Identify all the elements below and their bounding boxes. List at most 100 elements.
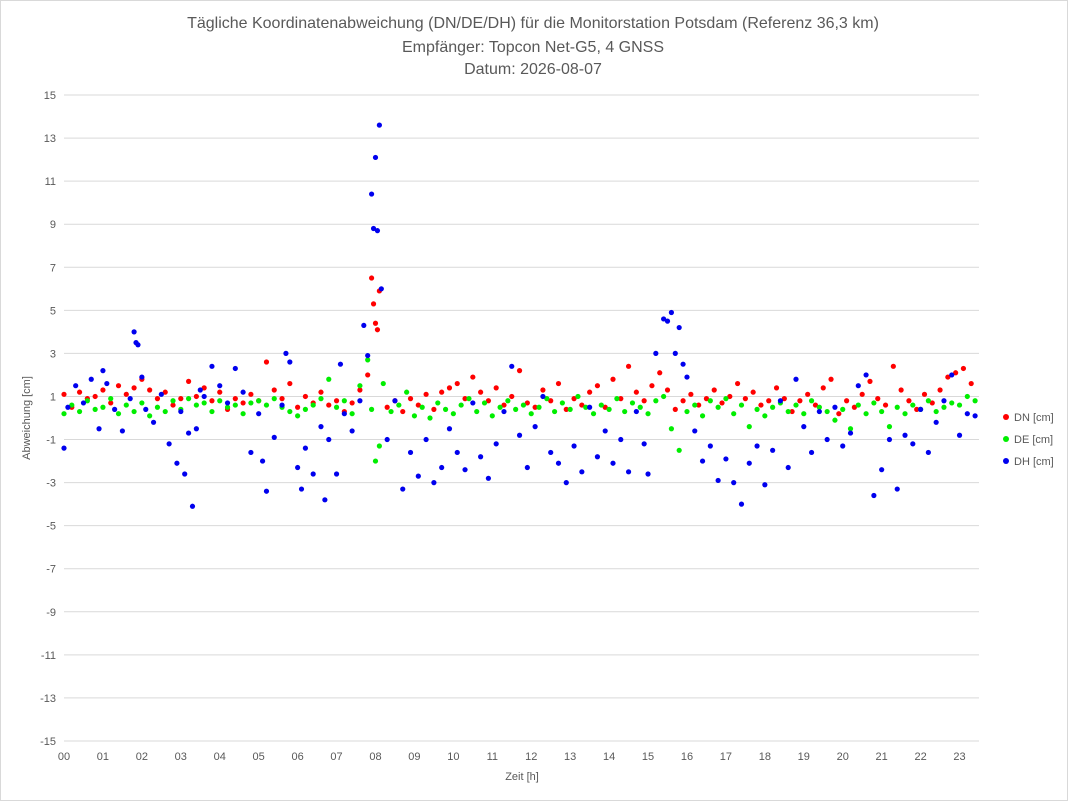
data-point-dh [625, 469, 632, 475]
data-point-de [513, 406, 519, 412]
data-point-dh [738, 501, 745, 507]
data-point-dn [540, 387, 546, 393]
data-point-de [61, 411, 67, 417]
data-point-dh [326, 436, 332, 443]
data-point-de [69, 402, 75, 408]
data-point-dn [882, 402, 889, 408]
data-point-de [575, 393, 581, 400]
data-point-dn [384, 404, 390, 410]
data-point-dh [808, 449, 815, 456]
data-point-de [801, 411, 807, 417]
data-point-de [840, 406, 846, 412]
x-tick-label: 03 [175, 751, 187, 763]
data-point-de [442, 406, 449, 412]
data-point-de [544, 396, 550, 402]
data-point-dn [439, 389, 445, 395]
data-point-de [76, 408, 83, 415]
data-point-dn [372, 320, 379, 326]
data-point-dn [368, 275, 375, 281]
data-point-dn [76, 389, 83, 395]
data-point-de [731, 411, 737, 417]
y-tick-label: -13 [40, 693, 56, 705]
data-point-dh [925, 449, 931, 456]
data-point-de [256, 398, 262, 404]
data-point-de [645, 411, 651, 417]
data-point-dh [73, 383, 79, 389]
y-tick-label: -11 [41, 650, 56, 662]
data-point-dn [844, 398, 850, 404]
data-point-dh [185, 430, 192, 436]
data-point-de [357, 383, 363, 389]
data-point-dh [446, 426, 453, 432]
data-point-de [368, 406, 375, 412]
data-point-dh [135, 342, 141, 348]
data-point-de [808, 398, 815, 404]
data-point-dh [746, 460, 752, 466]
data-point-dn [470, 374, 476, 380]
data-point-dn [193, 393, 199, 400]
data-point-dh [699, 458, 706, 464]
data-point-dh [139, 374, 145, 380]
data-point-dh [423, 436, 429, 443]
data-point-de [232, 402, 238, 408]
data-point-dh [61, 445, 67, 451]
data-point-dh [917, 406, 924, 412]
data-point-dn [131, 385, 137, 391]
y-tick-label: -3 [46, 478, 56, 490]
data-point-dn [812, 402, 819, 408]
data-point-dh [283, 350, 289, 356]
data-point-dh [370, 225, 377, 232]
x-axis-label: Zeit [h] [505, 771, 539, 783]
data-point-dn [509, 393, 515, 400]
data-point-dn [240, 400, 246, 406]
data-point-dh [104, 380, 110, 387]
data-point-de [318, 396, 324, 402]
data-point-de [365, 357, 371, 363]
data-point-de [746, 424, 752, 430]
data-point-dn [945, 374, 951, 380]
data-point-dh [361, 322, 367, 329]
data-point-dh [357, 398, 363, 404]
data-point-de [271, 396, 277, 402]
data-point-dh [933, 419, 939, 425]
data-point-dn [805, 391, 811, 397]
data-point-de [388, 408, 394, 415]
legend-label: DH [cm] [1014, 456, 1054, 468]
data-point-dn [333, 398, 340, 404]
data-point-dh [493, 441, 499, 447]
data-point-dh [349, 428, 355, 434]
data-point-de [894, 404, 900, 410]
data-point-dh [501, 408, 507, 415]
data-point-de [598, 402, 604, 408]
data-point-de [419, 404, 425, 410]
data-point-dh [816, 408, 822, 415]
data-point-dh [209, 363, 215, 369]
data-point-dh [832, 404, 838, 410]
data-point-de [972, 398, 978, 404]
data-point-de [240, 411, 246, 417]
x-tick-label: 05 [253, 751, 265, 763]
data-point-dn [365, 372, 371, 378]
data-point-dn [914, 406, 920, 412]
data-point-dh [886, 436, 893, 443]
data-point-dh [879, 467, 885, 473]
data-point-dn [271, 387, 277, 393]
data-point-de [699, 413, 706, 419]
data-point-dh [259, 458, 266, 464]
data-point-de [497, 404, 503, 410]
data-point-de [481, 400, 488, 406]
data-point-de [404, 389, 410, 395]
data-point-de [427, 415, 433, 421]
data-point-dn [548, 398, 554, 404]
data-point-dn [657, 370, 663, 376]
data-point-dn [953, 370, 959, 376]
data-point-de [217, 398, 223, 404]
data-point-dn [431, 406, 437, 412]
data-point-dh [548, 449, 554, 456]
data-point-dn [100, 387, 106, 393]
data-point-dn [92, 393, 98, 400]
data-point-dn [828, 376, 834, 382]
data-point-de [458, 402, 464, 408]
data-point-dn [750, 389, 756, 395]
